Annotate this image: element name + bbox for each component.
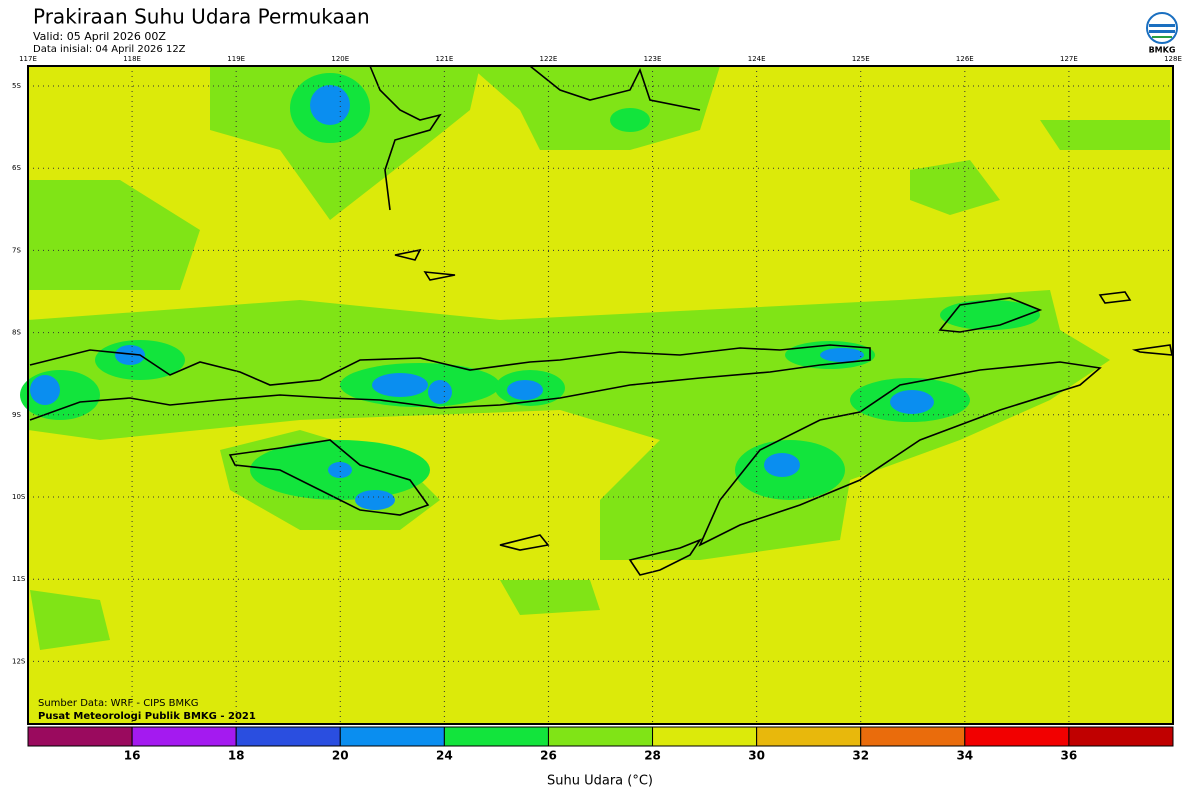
colorbar-segment xyxy=(860,726,966,747)
lon-tick-label: 118E xyxy=(123,55,141,63)
colorbar: 16 18 20 24 26 28 30 32 34 36 xyxy=(27,726,1174,763)
lat-tick-label: 9S xyxy=(12,411,21,419)
lat-tick-label: 5S xyxy=(12,82,21,90)
coastlines xyxy=(29,65,1173,576)
lat-tick-label: 8S xyxy=(12,329,21,337)
colorbar-label: 18 xyxy=(228,749,245,763)
colorbar-segment xyxy=(964,726,1070,747)
lon-tick-label: 126E xyxy=(956,55,974,63)
lon-tick-label: 119E xyxy=(227,55,245,63)
graticule: 5S 6S 7S 8S 9S 10S 11S 12S xyxy=(12,66,1173,724)
map: 5S 6S 7S 8S 9S 10S 11S 12S Sumber Data: WRF - C… xyxy=(12,65,1174,725)
logo: BMKG xyxy=(1146,12,1178,55)
colorbar-label: 36 xyxy=(1061,749,1078,763)
lon-tick-label: 117E xyxy=(19,55,37,63)
colorbar-segment xyxy=(547,726,654,747)
title: Prakiraan Suhu Udara Permukaan xyxy=(33,5,370,29)
lon-tick-label: 123E xyxy=(644,55,662,63)
colorbar-segment xyxy=(443,726,549,747)
data-source: Sumber Data: WRF - CIPS BMKG xyxy=(38,698,198,709)
lon-tick-label: 128E xyxy=(1164,55,1182,63)
colorbar-segment xyxy=(131,726,237,747)
colorbar-segment xyxy=(1068,726,1174,747)
lat-tick-label: 12S xyxy=(12,657,26,665)
colorbar-label: 34 xyxy=(956,749,973,763)
colorbar-segment xyxy=(652,726,758,747)
colorbar-label: 32 xyxy=(852,749,869,763)
colorbar-label: 28 xyxy=(644,749,661,763)
lat-tick-label: 7S xyxy=(12,246,21,254)
lon-tick-label: 121E xyxy=(435,55,453,63)
colorbar-segment xyxy=(27,726,133,747)
colorbar-label: 16 xyxy=(124,749,141,763)
colorbar-segment xyxy=(235,726,341,747)
valid-time: Valid: 05 April 2026 00Z xyxy=(33,30,166,43)
lon-tick-label: 120E xyxy=(331,55,349,63)
credit: Pusat Meteorologi Publik BMKG - 2021 xyxy=(38,711,256,722)
colorbar-segment xyxy=(339,726,445,747)
lon-tick-label: 125E xyxy=(852,55,870,63)
lat-tick-label: 6S xyxy=(12,164,21,172)
lat-tick-label: 11S xyxy=(12,575,26,583)
colorbar-label: 24 xyxy=(436,749,453,763)
lon-tick-label: 127E xyxy=(1060,55,1078,63)
colorbar-label: 20 xyxy=(332,749,349,763)
colorbar-segment xyxy=(756,726,862,747)
temperature-patches-20 xyxy=(30,85,934,510)
lon-tick-label: 122E xyxy=(540,55,558,63)
map-frame xyxy=(27,65,1174,725)
init-time: Data inisial: 04 April 2026 12Z xyxy=(33,44,186,55)
colorbar-title: Suhu Udara (°C) xyxy=(547,774,653,789)
colorbar-label: 26 xyxy=(540,749,557,763)
lat-tick-label: 10S xyxy=(12,493,26,501)
logo-text: BMKG xyxy=(1149,46,1176,55)
colorbar-label: 30 xyxy=(748,749,765,763)
lon-tick-label: 124E xyxy=(748,55,766,63)
